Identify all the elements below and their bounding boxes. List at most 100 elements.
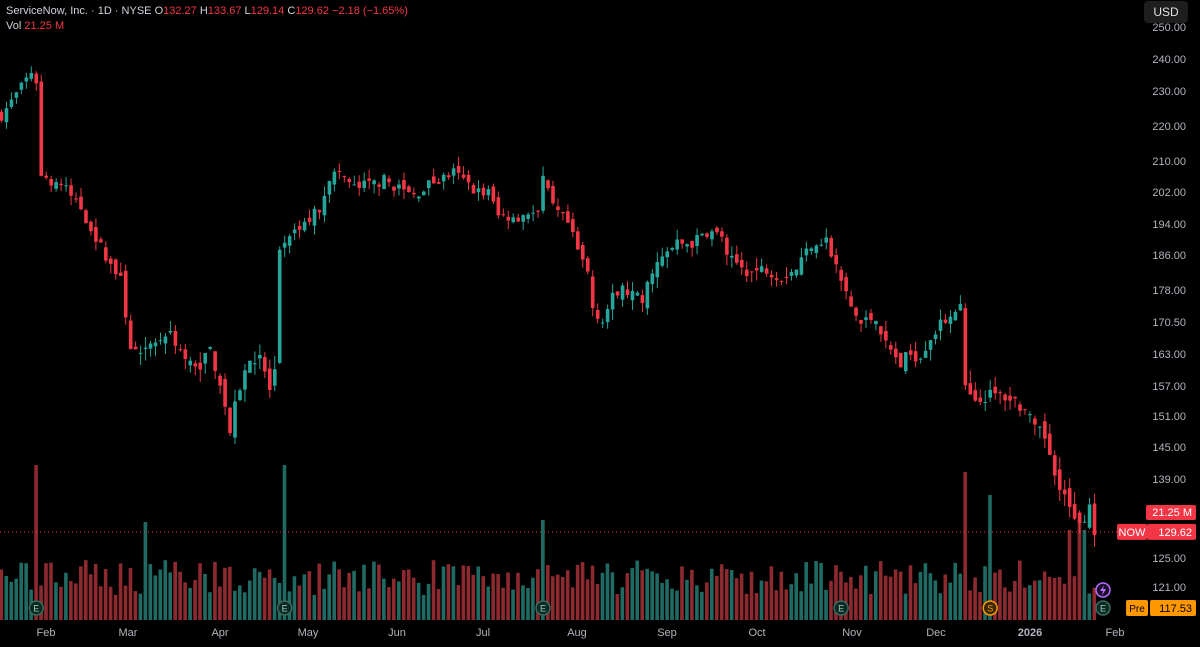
volume-bar <box>749 571 754 620</box>
candle-body <box>764 268 769 274</box>
split-event-icon[interactable] <box>982 600 998 616</box>
y-tick-label: 139.00 <box>1152 474 1186 486</box>
candle-body <box>988 389 992 398</box>
candle-body <box>431 176 436 184</box>
volume-bar <box>337 569 341 620</box>
candle-body <box>258 355 262 359</box>
currency-button[interactable]: USD <box>1144 1 1188 23</box>
y-tick-label: 240.00 <box>1152 54 1186 66</box>
earnings-event-icon[interactable] <box>833 600 849 616</box>
volume-bar <box>685 579 689 620</box>
volume-bar <box>933 580 938 620</box>
legend-high-label: H <box>199 5 208 17</box>
volume-bar <box>4 576 9 620</box>
candle-body <box>287 236 292 246</box>
candle-body <box>253 363 257 365</box>
volume-bar <box>1092 587 1097 620</box>
volume-bar <box>138 593 143 620</box>
candle-body <box>481 187 486 196</box>
candle-body <box>993 386 997 394</box>
candle-body <box>168 330 173 333</box>
candle-body <box>576 231 580 250</box>
pre-tag-bg <box>1126 600 1148 616</box>
volume-bar <box>898 571 903 620</box>
legend-low-value: 129.14 <box>250 5 285 17</box>
candle-body <box>367 178 371 181</box>
volume-bar <box>923 563 928 620</box>
candle-body <box>571 219 575 232</box>
candle-body <box>670 247 675 250</box>
candle-body <box>282 242 287 248</box>
volume-bar <box>1013 580 1017 620</box>
volume-bar <box>108 586 113 620</box>
volume-bar <box>774 590 779 620</box>
candle-body <box>491 186 496 202</box>
volume-bar <box>441 566 446 620</box>
volume-bar <box>799 591 804 620</box>
volume-bar <box>506 572 510 620</box>
y-tick-label: 145.00 <box>1152 442 1186 454</box>
candle-body <box>720 231 724 237</box>
candle-body <box>297 225 302 230</box>
volume-bar <box>168 572 173 620</box>
candle-body <box>1062 489 1067 495</box>
candle-body <box>889 345 893 350</box>
lightning-icon[interactable] <box>1095 582 1111 598</box>
volume-bar <box>625 573 630 620</box>
volume-bar <box>878 561 883 620</box>
last-price-tag: NOW 129.62 <box>1117 523 1196 540</box>
volume-bar <box>814 561 818 620</box>
volume-bar <box>635 560 640 620</box>
candle-body <box>501 214 506 216</box>
candle-body <box>884 330 888 341</box>
volume-bar <box>570 587 575 620</box>
earnings-event-icon[interactable] <box>1095 600 1111 616</box>
volume-bar <box>968 590 972 620</box>
candle-body <box>774 278 779 280</box>
earnings-event-icon[interactable] <box>276 600 293 616</box>
candle-body <box>267 368 272 390</box>
volume-bar <box>893 569 898 620</box>
candle-body <box>248 360 252 373</box>
volume-bar <box>824 589 828 620</box>
volume-bar <box>9 581 14 620</box>
candle-body <box>903 352 908 372</box>
volume-bar <box>993 572 997 620</box>
candle-body <box>1067 488 1072 507</box>
volume-bar <box>0 569 4 620</box>
volume-bar <box>560 576 565 620</box>
volume-bar <box>660 582 664 620</box>
candle-body <box>397 184 401 189</box>
candle-body <box>312 208 317 226</box>
volume-bar <box>769 566 774 620</box>
volume-bar <box>764 581 769 620</box>
volume-bar <box>630 568 635 620</box>
volume-bar <box>1032 580 1037 620</box>
earnings-event-icon[interactable] <box>28 600 45 616</box>
candle-body <box>893 348 898 358</box>
symbol-tag-label: NOW <box>1119 527 1147 539</box>
volume-bar <box>883 575 888 620</box>
volume-bar <box>1027 585 1032 620</box>
legend-volume-value: 21.25 M <box>24 20 65 32</box>
volume-bar <box>88 574 93 620</box>
volume-tag-bg <box>1146 505 1196 520</box>
volume-bar <box>690 569 694 620</box>
volume-bar <box>501 587 505 620</box>
volume-bar <box>590 565 595 620</box>
volume-bar <box>1052 577 1057 620</box>
candle-body <box>407 186 411 193</box>
candle-body <box>516 217 521 222</box>
candle-body <box>193 363 198 367</box>
candle-body <box>496 197 501 216</box>
volume-bar <box>297 585 302 620</box>
candle-body <box>541 175 545 211</box>
candle-body <box>580 244 585 260</box>
volume-bar <box>759 580 764 620</box>
earnings-event-icon[interactable] <box>535 600 551 616</box>
candle-body <box>382 175 386 189</box>
volume-bar <box>600 572 605 620</box>
candle-body <box>218 375 222 386</box>
candle-body <box>392 186 396 191</box>
